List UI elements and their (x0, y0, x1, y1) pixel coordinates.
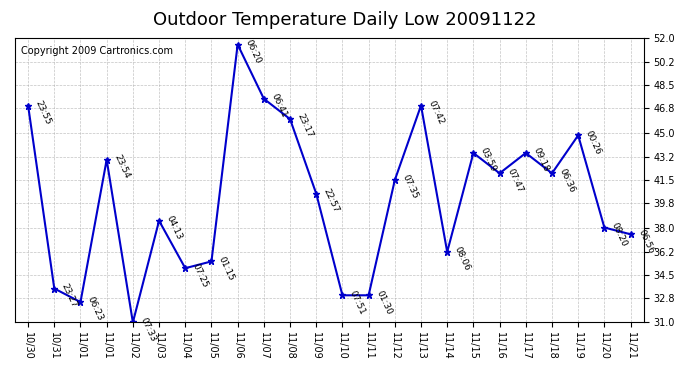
Text: 06:41: 06:41 (269, 92, 288, 119)
Text: 22:57: 22:57 (322, 187, 341, 214)
Text: 01:15: 01:15 (217, 255, 236, 282)
Text: 23:54: 23:54 (112, 153, 131, 180)
Text: 09:18: 09:18 (531, 146, 551, 174)
Text: 06:56: 06:56 (636, 228, 656, 255)
Text: 23:17: 23:17 (295, 112, 315, 140)
Text: 07:42: 07:42 (426, 99, 446, 126)
Text: 23:27: 23:27 (60, 282, 79, 309)
Text: 08:20: 08:20 (610, 221, 629, 248)
Text: 03:59: 03:59 (479, 146, 498, 174)
Text: 06:23: 06:23 (86, 296, 105, 322)
Text: 07:51: 07:51 (348, 289, 367, 316)
Text: Outdoor Temperature Daily Low 20091122: Outdoor Temperature Daily Low 20091122 (153, 11, 537, 29)
Text: 01:30: 01:30 (374, 289, 393, 316)
Text: 06:20: 06:20 (243, 38, 262, 65)
Text: 07:25: 07:25 (191, 262, 210, 289)
Text: 07:35: 07:35 (400, 174, 420, 201)
Text: 08:06: 08:06 (453, 245, 472, 273)
Text: 06:36: 06:36 (558, 167, 577, 194)
Text: Copyright 2009 Cartronics.com: Copyright 2009 Cartronics.com (21, 46, 173, 56)
Text: 07:33: 07:33 (139, 316, 157, 343)
Text: 00:26: 00:26 (584, 129, 603, 156)
Text: 04:13: 04:13 (165, 214, 184, 241)
Text: 07:47: 07:47 (505, 167, 524, 194)
Text: 23:55: 23:55 (34, 99, 52, 126)
